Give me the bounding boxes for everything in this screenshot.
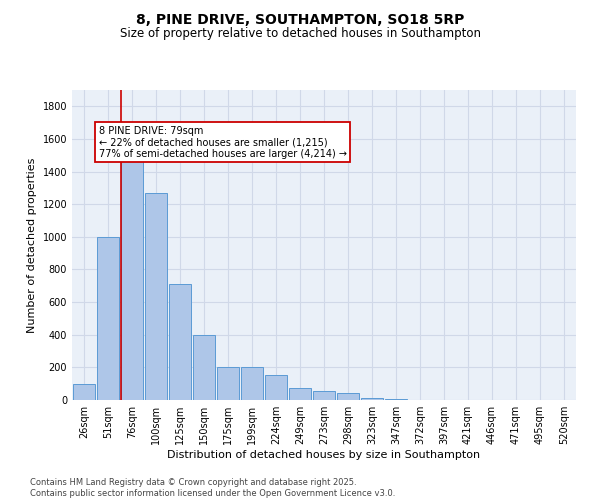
Bar [145,193,167,400]
Text: 8 PINE DRIVE: 79sqm
← 22% of detached houses are smaller (1,215)
77% of semi-det: 8 PINE DRIVE: 79sqm ← 22% of detached ho… [99,126,347,159]
Text: 8, PINE DRIVE, SOUTHAMPTON, SO18 5RP: 8, PINE DRIVE, SOUTHAMPTON, SO18 5RP [136,12,464,26]
Bar [169,284,191,400]
Bar [121,158,143,400]
Bar [217,366,239,400]
Bar [313,391,335,400]
Bar [265,374,287,400]
Bar [97,237,119,400]
Bar [241,366,263,400]
Bar [385,399,407,400]
X-axis label: Distribution of detached houses by size in Southampton: Distribution of detached houses by size … [167,450,481,460]
Bar [193,334,215,400]
Bar [337,394,359,400]
Bar [289,388,311,400]
Text: Contains HM Land Registry data © Crown copyright and database right 2025.
Contai: Contains HM Land Registry data © Crown c… [30,478,395,498]
Y-axis label: Number of detached properties: Number of detached properties [27,158,37,332]
Bar [361,398,383,400]
Text: Size of property relative to detached houses in Southampton: Size of property relative to detached ho… [119,28,481,40]
Bar [73,384,95,400]
